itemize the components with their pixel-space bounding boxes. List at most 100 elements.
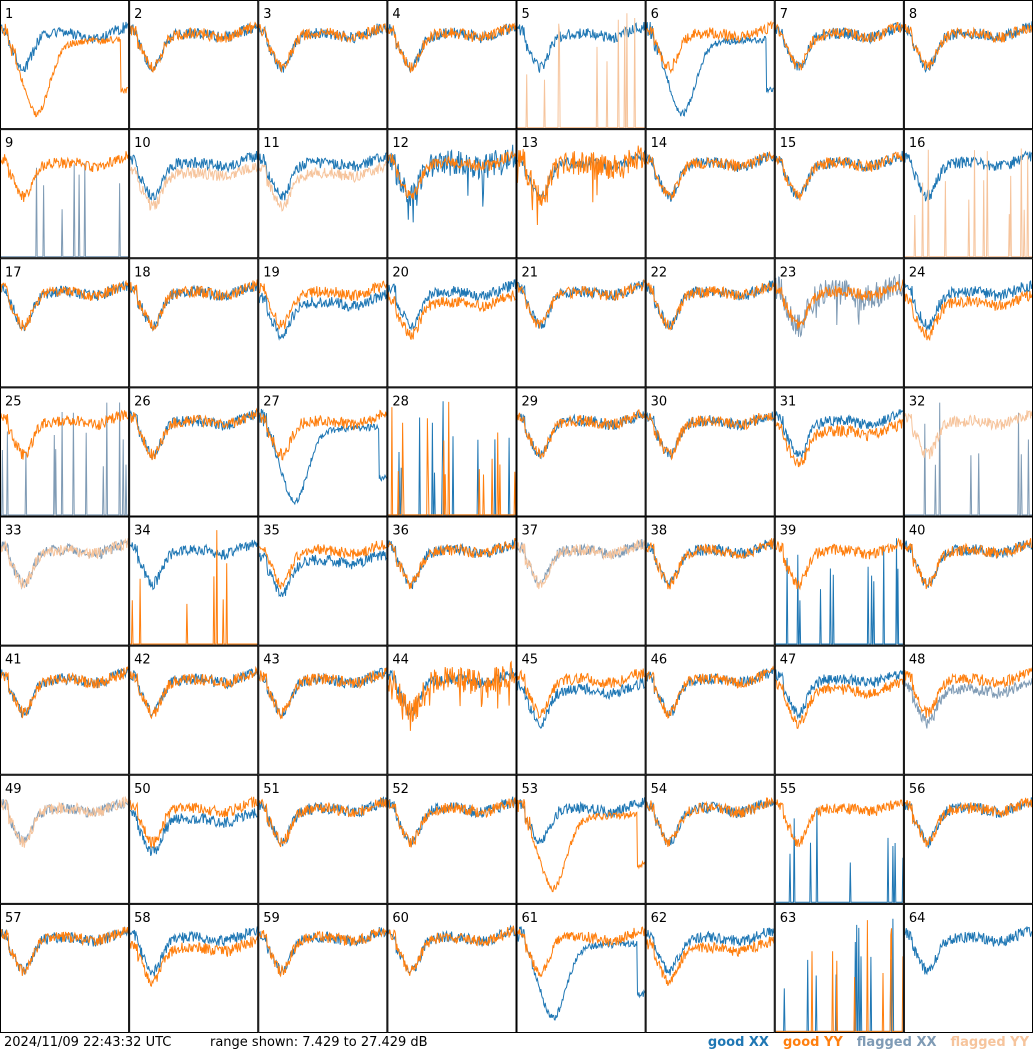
- panel-53: 53: [516, 774, 646, 904]
- panel-frame: [516, 129, 646, 259]
- range-text: range shown: 7.429 to 27.429 dB: [210, 1035, 428, 1050]
- series-yy-18: [129, 279, 258, 331]
- panel-25: 25: [0, 387, 130, 517]
- series-xx-39: [775, 538, 903, 645]
- panel-frame: [516, 387, 646, 517]
- panel-label: 23: [780, 265, 797, 280]
- panel-48: 48: [903, 645, 1033, 775]
- panel-label: 62: [651, 911, 668, 926]
- panel-label: 42: [134, 653, 151, 668]
- panel-label: 64: [909, 911, 926, 926]
- series-yy-23: [775, 279, 904, 330]
- panel-label: 60: [392, 911, 409, 926]
- panel-label: 16: [909, 136, 926, 151]
- panel-label: 63: [780, 911, 797, 926]
- panel-60: 60: [387, 903, 517, 1033]
- panel-frame: [129, 645, 259, 775]
- panel-label: 21: [522, 265, 539, 280]
- panel-label: 48: [909, 653, 926, 668]
- panel-frame: [0, 903, 130, 1033]
- series-xx-61: [517, 926, 646, 1021]
- panel-28: 28: [387, 387, 517, 517]
- panel-label: 30: [651, 394, 668, 409]
- panel-frame: [516, 903, 646, 1033]
- panel-label: 4: [392, 7, 400, 22]
- series-yy-9: [0, 151, 129, 203]
- panel-27: 27: [258, 387, 388, 517]
- panel-26: 26: [129, 387, 259, 517]
- panel-52: 52: [387, 774, 517, 904]
- panel-29: 29: [516, 387, 646, 517]
- panel-30: 30: [645, 387, 775, 517]
- series-xx-34: [129, 539, 258, 591]
- series-yy-33: [0, 537, 129, 589]
- panel-54: 54: [645, 774, 775, 904]
- panel-19: 19: [258, 258, 388, 388]
- series-yy-61: [517, 926, 646, 978]
- series-xx-50: [129, 808, 258, 856]
- series-yy-15: [775, 151, 904, 201]
- panel-label: 59: [263, 911, 280, 926]
- series-xx-10: [129, 151, 258, 201]
- panel-41: 41: [0, 645, 130, 775]
- series-yy-5: [517, 13, 645, 128]
- series-yy-41: [0, 666, 129, 719]
- panel-5: 5: [516, 0, 646, 130]
- series-yy-39: [775, 537, 904, 591]
- panel-label: 1: [5, 7, 13, 22]
- series-xx-62: [646, 927, 775, 976]
- series-yy-38: [646, 538, 775, 590]
- panel-17: 17: [0, 258, 130, 388]
- series-yy-26: [129, 407, 258, 461]
- panel-label: 3: [263, 7, 271, 22]
- series-yy-3: [258, 23, 387, 72]
- panel-label: 46: [651, 653, 668, 668]
- panel-label: 53: [522, 782, 539, 797]
- panel-frame: [516, 645, 646, 775]
- series-xx-24: [904, 279, 1033, 332]
- panel-24: 24: [903, 258, 1033, 388]
- series-yy-43: [258, 667, 387, 720]
- series-yy-57: [0, 926, 129, 976]
- series-yy-31: [775, 417, 904, 468]
- series-xx-43: [258, 667, 387, 719]
- panel-frame: [258, 774, 388, 904]
- panel-frame: [387, 258, 517, 388]
- series-xx-3: [258, 23, 387, 73]
- series-yy-56: [904, 797, 1033, 847]
- series-xx-27: [258, 408, 387, 506]
- series-yy-60: [388, 925, 516, 976]
- panel-32: 32: [903, 387, 1033, 517]
- series-xx-6: [646, 21, 775, 117]
- panel-56: 56: [903, 774, 1033, 904]
- panel-42: 42: [129, 645, 259, 775]
- panel-label: 12: [392, 136, 409, 151]
- series-xx-64: [904, 926, 1033, 976]
- panel-label: 41: [5, 653, 22, 668]
- series-yy-55: [775, 799, 904, 847]
- panel-frame: [645, 774, 775, 904]
- panel-label: 26: [134, 394, 151, 409]
- series-yy-49: [0, 796, 129, 848]
- panel-frame: [258, 387, 388, 517]
- panel-45: 45: [516, 645, 646, 775]
- panel-frame: [645, 516, 775, 646]
- panel-58: 58: [129, 903, 259, 1033]
- panel-frame: [258, 903, 388, 1033]
- panel-label: 8: [909, 7, 917, 22]
- series-yy-11: [258, 160, 387, 212]
- series-yy-54: [646, 796, 775, 847]
- panel-label: 27: [263, 394, 280, 409]
- panel-frame: [516, 258, 646, 388]
- series-yy-7: [775, 22, 904, 71]
- panel-frame: [774, 129, 904, 259]
- series-yy-42: [129, 665, 258, 720]
- panel-label: 45: [522, 653, 539, 668]
- panel-label: 57: [5, 911, 22, 926]
- series-yy-37: [517, 538, 646, 590]
- panel-label: 7: [780, 7, 788, 22]
- panel-21: 21: [516, 258, 646, 388]
- series-yy-40: [904, 538, 1033, 590]
- panel-frame: [645, 129, 775, 259]
- panel-frame: [774, 645, 904, 775]
